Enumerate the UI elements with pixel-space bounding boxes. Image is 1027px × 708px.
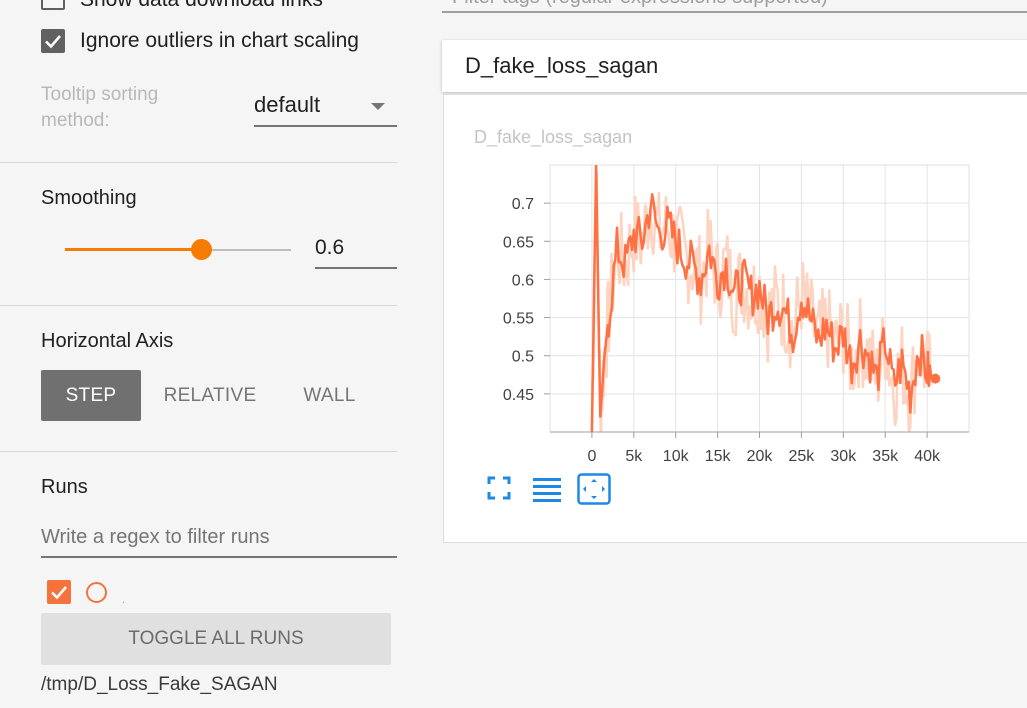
chevron-down-icon[interactable] [371,103,385,110]
chart-title: D_fake_loss_sagan [474,127,633,147]
run-color-radio[interactable] [86,582,107,603]
check-icon [45,35,61,49]
pan-zoom-icon[interactable] [577,473,611,505]
x-tick-label: 20k [747,448,774,465]
slider-track-empty[interactable] [202,249,291,251]
tag-filter-input[interactable]: Filter tags (regular expressions support… [452,0,828,9]
chart[interactable]: 0 5k 10k 15k 20k 25k 30k 35k 40k 0.45 0.5 0.55 0.6 0.… [444,95,1027,544]
y-tick-label: 0.5 [512,349,534,366]
run-filter-underline [41,556,397,558]
smoothed-series-line [590,165,933,432]
y-tick-label: 0.45 [503,387,534,404]
slider-thumb[interactable] [191,239,212,260]
x-tick-label: 25k [789,448,816,465]
run-filter-input[interactable]: Write a regex to filter runs [41,526,270,548]
axis-step-button[interactable]: STEP [41,370,141,421]
smoothing-input-underline [315,267,397,269]
x-tick-label: 0 [587,448,596,465]
fit-domain-icon[interactable] [486,475,512,501]
y-tick-label: 0.6 [512,272,534,289]
y-tick-label: 0.55 [503,311,534,328]
chart-card: D_fake_loss_sagan 0 5k 10k 15k 20k 25k 30k 35k 4… [443,94,1027,543]
ignore-outliers-checkbox[interactable] [41,29,65,53]
run-checkbox[interactable] [47,580,71,604]
data-table-icon[interactable] [532,475,562,503]
tag-filter-underline [442,11,1027,13]
smoothing-label: Smoothing [41,187,137,209]
axis-wall-button[interactable]: WALL [303,384,356,406]
x-tick-label: 40k [914,448,941,465]
chart-series [590,165,941,432]
y-tick-label: 0.7 [512,196,534,213]
card-header-title: D_fake_loss_sagan [465,53,659,78]
smoothing-value-input[interactable]: 0.6 [315,236,345,259]
last-value-marker [930,373,941,384]
tooltip-sorting-value[interactable]: default [254,92,321,117]
horizontal-axis-label: Horizontal Axis [41,330,174,352]
x-tick-label: 30k [830,448,857,465]
ignore-outliers-label: Ignore outliers in chart scaling [80,29,359,52]
x-tick-label: 10k [663,448,690,465]
run-path: /tmp/D_Loss_Fake_SAGAN [41,674,278,695]
x-tick-label: 5k [625,448,643,465]
card-header[interactable]: D_fake_loss_sagan [442,40,1027,92]
settings-sidebar: Show data download links Ignore outliers… [0,0,397,708]
x-tick-label: 15k [705,448,732,465]
check-icon [51,586,67,600]
y-tick-label: 0.65 [503,234,534,251]
select-underline [254,125,397,127]
slider-track-filled[interactable] [65,248,202,251]
download-links-label: Show data download links [80,0,323,12]
x-tick-label: 35k [872,448,899,465]
divider [0,451,397,452]
download-links-checkbox[interactable] [41,0,65,10]
tooltip-sorting-label-line2: method: [41,110,110,131]
toggle-all-runs-button[interactable]: TOGGLE ALL RUNS [41,613,391,665]
runs-label: Runs [41,476,88,498]
axis-relative-button[interactable]: RELATIVE [163,384,257,406]
divider [0,162,397,163]
divider [0,305,397,306]
chart-axes: 0 5k 10k 15k 20k 25k 30k 35k 40k 0.45 0.5 0.55 0.6 0.… [503,196,969,465]
tooltip-sorting-label-line1: Tooltip sorting [41,84,159,105]
raw-series-line [590,172,932,432]
run-name: . [122,595,125,606]
